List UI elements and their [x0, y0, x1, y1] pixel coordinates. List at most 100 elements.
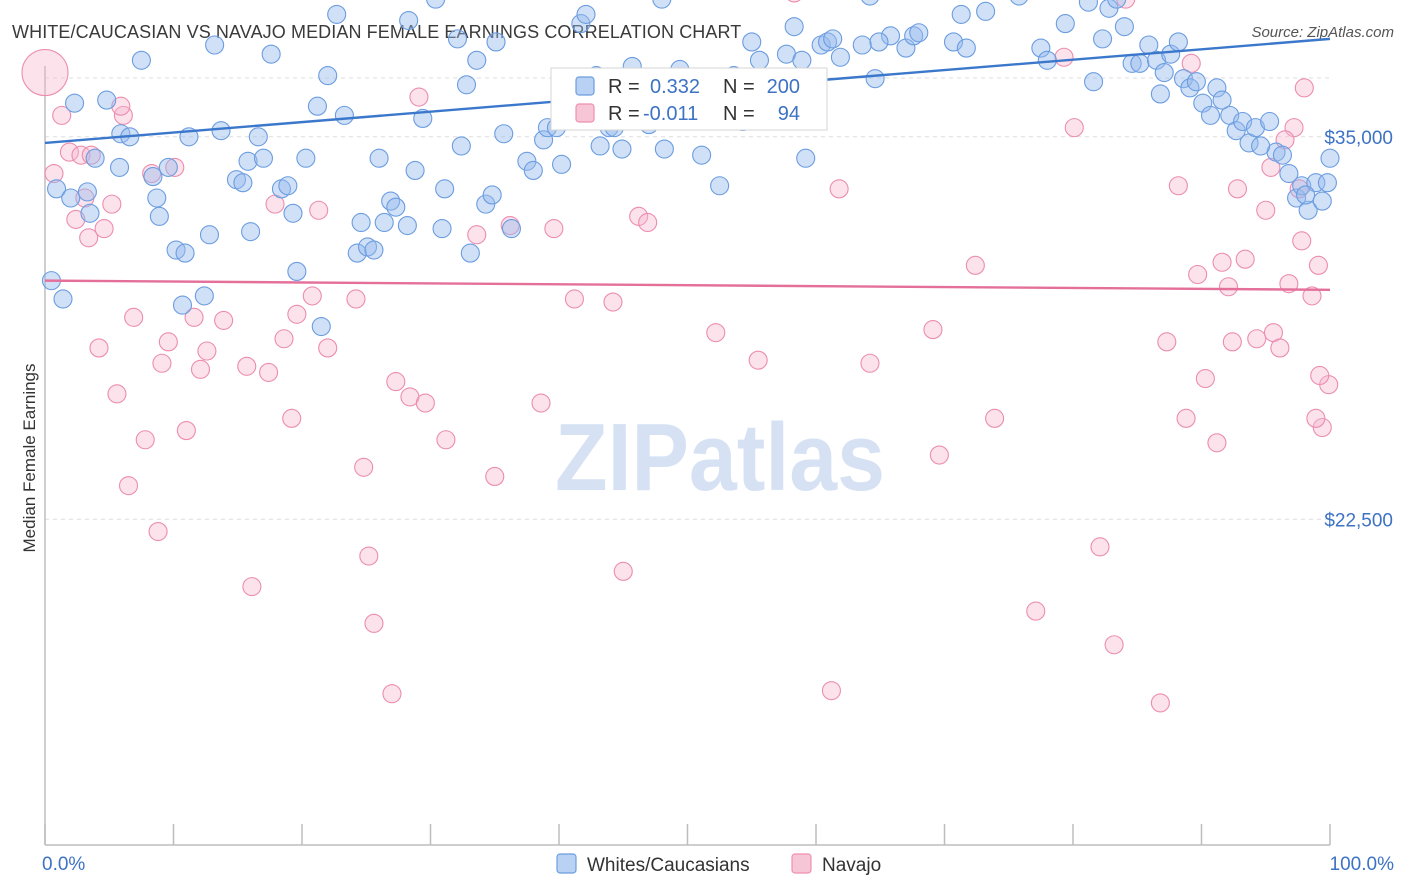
series-legend-swatch-whites — [556, 853, 577, 874]
point-whites-159 — [1168, 32, 1188, 52]
point-whites-66 — [482, 185, 502, 205]
point-navajo-30 — [242, 577, 262, 597]
point-whites-1 — [53, 289, 73, 309]
point-navajo-4 — [66, 209, 86, 229]
point-whites-8 — [97, 90, 117, 110]
point-whites-184 — [1296, 185, 1316, 205]
point-navajo-89 — [1222, 332, 1242, 352]
point-whites-3 — [61, 188, 81, 208]
point-navajo-48 — [409, 87, 429, 107]
point-whites-45 — [351, 212, 371, 233]
series-legend-label-navajo: Navajo — [822, 855, 881, 876]
watermark: ZIPatlas — [555, 404, 885, 511]
point-whites-72 — [523, 160, 543, 181]
point-whites-180 — [1312, 191, 1332, 211]
point-navajo-55 — [544, 219, 564, 239]
point-whites-57 — [426, 0, 446, 9]
point-whites-24 — [205, 35, 225, 55]
point-whites-118 — [852, 35, 872, 55]
point-navajo-75 — [1090, 537, 1110, 557]
point-whites-53 — [399, 10, 419, 31]
point-navajo-62 — [748, 350, 768, 370]
point-whites-114 — [823, 29, 843, 49]
point-navajo-0 — [21, 48, 69, 97]
point-whites-4 — [77, 182, 97, 202]
point-whites-38 — [296, 148, 316, 168]
legend-r-label-whites: R = — [608, 76, 640, 98]
legend-swatch-whites — [575, 76, 595, 96]
point-whites-108 — [784, 17, 804, 37]
point-whites-28 — [233, 173, 253, 193]
point-whites-177 — [1292, 176, 1312, 196]
point-whites-41 — [327, 4, 347, 24]
point-whites-172 — [1260, 111, 1280, 132]
point-whites-51 — [386, 197, 406, 217]
point-whites-25 — [211, 121, 231, 141]
point-whites-55 — [413, 108, 433, 128]
point-whites-43 — [334, 105, 354, 125]
point-whites-11 — [109, 157, 130, 177]
point-navajo-84 — [1188, 264, 1208, 285]
point-navajo-72 — [1026, 601, 1046, 621]
point-whites-82 — [590, 136, 610, 156]
point-navajo-8 — [89, 338, 109, 358]
point-navajo-36 — [287, 304, 307, 324]
point-whites-32 — [253, 148, 274, 168]
point-whites-164 — [1200, 105, 1221, 125]
point-whites-103 — [742, 32, 762, 52]
point-whites-178 — [1298, 200, 1318, 220]
point-whites-5 — [80, 203, 100, 223]
point-navajo-92 — [1247, 329, 1267, 349]
point-whites-120 — [865, 69, 885, 89]
series-whites-points — [41, 0, 1340, 337]
point-navajo-21 — [165, 157, 185, 177]
point-whites-31 — [248, 127, 268, 147]
point-navajo-57 — [603, 292, 623, 312]
point-whites-141 — [1031, 38, 1051, 58]
point-navajo-6 — [79, 228, 99, 248]
legend-n-value-navajo: 94 — [778, 103, 800, 125]
point-navajo-88 — [1218, 277, 1239, 297]
point-whites-85 — [612, 139, 632, 159]
point-navajo-96 — [1270, 338, 1290, 358]
point-whites-35 — [278, 176, 298, 196]
point-navajo-102 — [1308, 255, 1328, 275]
point-whites-74 — [534, 130, 554, 150]
point-navajo-2 — [52, 105, 72, 125]
point-whites-50 — [381, 191, 401, 211]
point-navajo-71 — [985, 408, 1005, 428]
point-whites-187 — [869, 32, 889, 52]
point-navajo-51 — [467, 225, 487, 245]
point-navajo-29 — [237, 356, 257, 376]
point-navajo-1 — [44, 163, 64, 184]
point-navajo-46 — [386, 372, 406, 392]
point-whites-40 — [311, 316, 331, 337]
point-whites-134 — [976, 1, 996, 21]
point-whites-90 — [652, 0, 672, 9]
point-navajo-14 — [124, 307, 144, 327]
point-navajo-50 — [436, 430, 456, 450]
point-whites-62 — [451, 136, 471, 156]
point-whites-49 — [374, 212, 394, 233]
point-navajo-82 — [1176, 408, 1196, 428]
point-navajo-68 — [929, 445, 949, 465]
point-navajo-10 — [102, 194, 122, 214]
point-whites-179 — [1306, 173, 1326, 193]
point-whites-30 — [241, 222, 261, 242]
point-whites-20 — [175, 243, 195, 263]
point-whites-37 — [287, 261, 307, 281]
point-navajo-91 — [1235, 249, 1255, 269]
point-whites-115 — [830, 47, 850, 67]
point-whites-171 — [1245, 118, 1266, 138]
point-navajo-80 — [1157, 332, 1177, 352]
point-navajo-25 — [190, 359, 211, 379]
point-navajo-19 — [152, 353, 172, 373]
point-navajo-73 — [1054, 47, 1074, 67]
legend-n-label-whites: N = — [723, 76, 755, 98]
point-whites-162 — [1186, 72, 1206, 92]
point-navajo-83 — [1181, 53, 1201, 73]
point-navajo-54 — [531, 393, 551, 413]
point-navajo-97 — [1279, 274, 1299, 294]
point-whites-2 — [47, 179, 67, 199]
point-navajo-49 — [415, 393, 435, 413]
